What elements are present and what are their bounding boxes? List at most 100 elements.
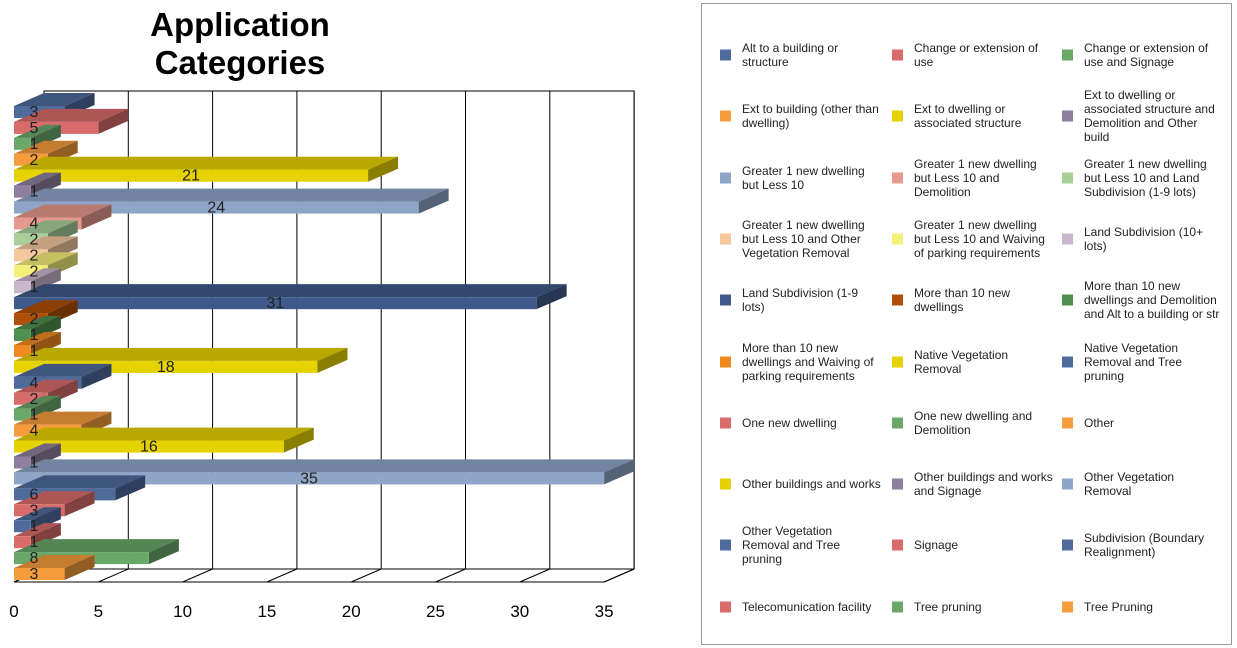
- legend-swatch: [720, 417, 731, 429]
- legend-item: Telecomunication facility: [720, 576, 890, 638]
- bar-value-label: 3: [30, 104, 39, 121]
- legend-label: Change or extension of use and Signage: [1084, 41, 1209, 69]
- gridline-floor: [351, 568, 382, 583]
- legend-label: Ext to dwelling or associated structure: [914, 102, 1022, 131]
- legend-swatch: [1062, 356, 1073, 367]
- legend-swatch: [720, 601, 731, 613]
- legend-swatch: [892, 110, 903, 122]
- legend-item: Greater 1 new dwelling but Less 10 and D…: [892, 147, 1062, 209]
- bar: [14, 156, 399, 182]
- legend-label: Land Subdivision (10+ lots): [1084, 224, 1204, 253]
- legend-item: More than 10 new dwellings: [892, 269, 1062, 331]
- legend-item: Signage: [892, 514, 1062, 576]
- bar-value-label: 8: [30, 550, 39, 567]
- legend-item: Tree Pruning: [1062, 576, 1232, 638]
- legend-item: Ext to building (other than dwelling): [720, 85, 890, 147]
- bar-value-label: 2: [30, 391, 39, 408]
- bar-value-label: 2: [30, 263, 39, 280]
- bar-value-label: 24: [207, 200, 225, 217]
- legend-label: Change or extension of use: [914, 41, 1039, 69]
- bar: [14, 188, 449, 214]
- legend-swatch: [892, 233, 903, 245]
- legend-swatch: [1062, 601, 1073, 613]
- legend-swatch: [720, 539, 731, 551]
- x-tick-label: 10: [173, 602, 192, 621]
- legend-label: Greater 1 new dwelling but Less 10 and O…: [742, 217, 865, 260]
- legend-item: Other: [1062, 392, 1232, 454]
- legend-swatch: [1062, 233, 1073, 245]
- legend-swatch: [1062, 294, 1073, 306]
- legend-swatch: [720, 110, 731, 122]
- legend-swatch: [720, 478, 731, 490]
- legend-item: Ext to dwelling or associated structure …: [1062, 85, 1232, 147]
- legend-swatch: [892, 356, 903, 367]
- legend-item: Greater 1 new dwelling but Less 10 and O…: [720, 208, 890, 270]
- legend-item: Ext to dwelling or associated structure: [892, 85, 1062, 147]
- legend-swatch: [1062, 172, 1073, 184]
- gridline-floor: [603, 568, 635, 583]
- gridline-floor: [266, 568, 298, 583]
- bar-value-label: 18: [157, 359, 175, 376]
- gridline-floor: [98, 568, 129, 583]
- legend-swatch: [1062, 49, 1073, 61]
- legend-item: One new dwelling: [720, 392, 890, 454]
- bar-value-label: 4: [30, 375, 39, 392]
- legend-swatch: [720, 294, 731, 306]
- x-tick-label: 35: [595, 602, 614, 621]
- legend-label: Greater 1 new dwelling but Less 10: [742, 163, 865, 192]
- bar-value-label: 1: [30, 343, 39, 360]
- legend-item: Change or extension of use and Signage: [1062, 24, 1232, 86]
- legend-label: Alt to a building or structure: [742, 41, 839, 69]
- legend-item: Land Subdivision (1-9 lots): [720, 269, 890, 331]
- legend-item: Alt to a building or structure: [720, 24, 890, 86]
- legend-swatch: [892, 478, 903, 490]
- bar-value-label: 21: [182, 168, 200, 185]
- legend-label: Ext to building (other than dwelling): [742, 102, 879, 131]
- bar: [14, 284, 567, 310]
- bar-value-label: 1: [30, 455, 39, 472]
- legend-item: Other buildings and works: [720, 453, 890, 515]
- bar-value-label: 3: [30, 566, 39, 583]
- bar-value-label: 1: [30, 184, 39, 201]
- legend-swatch: [1062, 478, 1073, 490]
- x-tick-label: 0: [9, 602, 18, 621]
- legend-label: One new dwelling: [742, 415, 837, 430]
- bar-value-label: 2: [30, 247, 39, 264]
- legend-label: Subdivision (Boundary Realignment): [1084, 531, 1205, 560]
- legend-swatch: [892, 172, 903, 184]
- legend-item: Greater 1 new dwelling but Less 10 and L…: [1062, 147, 1232, 209]
- legend-swatch: [892, 294, 903, 306]
- bar-value-label: 16: [140, 439, 158, 456]
- gridline-floor: [519, 568, 550, 583]
- legend-item: Other buildings and works and Signage: [892, 453, 1062, 515]
- legend-label: Telecomunication facility: [742, 599, 872, 614]
- legend-label: Ext to dwelling or associated structure …: [1084, 88, 1215, 145]
- legend-label: Greater 1 new dwelling but Less 10 and L…: [1084, 156, 1207, 199]
- legend-label: One new dwelling and Demolition: [914, 408, 1033, 437]
- legend-item: Tree pruning: [892, 576, 1062, 638]
- gridline-floor: [182, 568, 213, 583]
- legend-swatch: [892, 49, 903, 61]
- legend-label: Other buildings and works: [742, 477, 881, 492]
- bar-value-label: 2: [30, 152, 39, 169]
- x-tick-label: 30: [510, 602, 529, 621]
- legend-label: Native Vegetation Removal and Tree pruni…: [1084, 340, 1183, 383]
- legend-label: Tree Pruning: [1084, 599, 1153, 614]
- legend-swatch: [1062, 539, 1073, 551]
- x-tick-label: 15: [257, 602, 276, 621]
- x-tick-label: 5: [94, 602, 103, 621]
- bar-value-label: 1: [30, 327, 39, 344]
- bars-layer: [14, 92, 635, 581]
- bar: [14, 459, 635, 485]
- legend-label: More than 10 new dwellings: [914, 286, 1011, 315]
- legend-swatch: [720, 233, 731, 245]
- legend-label: Tree pruning: [914, 599, 982, 614]
- legend-label: Signage: [914, 538, 959, 553]
- bar-value-label: 35: [300, 470, 318, 487]
- legend-label: More than 10 new dwellings and Demolitio…: [1084, 279, 1220, 322]
- legend-item: More than 10 new dwellings and Waiving o…: [720, 331, 890, 393]
- bar: [14, 555, 95, 581]
- bar-value-label: 31: [266, 295, 284, 312]
